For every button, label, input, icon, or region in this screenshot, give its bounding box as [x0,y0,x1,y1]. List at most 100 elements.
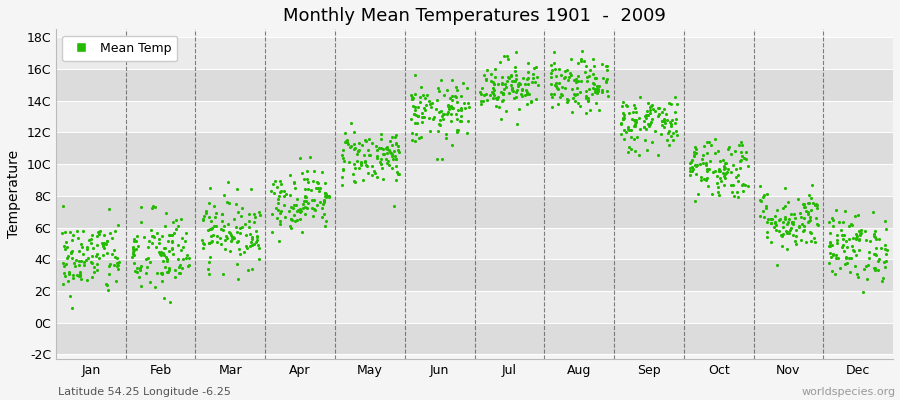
Point [311,188,326,194]
Point [160,268,175,275]
Point [247,211,261,218]
Point [711,148,725,154]
Point [59,244,74,251]
Point [318,223,332,229]
Point [616,115,630,121]
Point [724,151,738,158]
Point [770,222,784,229]
Point [627,148,642,154]
Point [301,179,315,186]
Point [430,155,445,162]
Point [516,74,530,81]
Point [172,264,186,270]
Point [441,104,455,110]
Point [496,91,510,97]
Point [713,167,727,174]
Point [590,86,604,93]
Point [458,105,473,111]
Point [514,91,528,98]
Point [104,230,118,237]
Point [169,226,184,232]
Point [784,225,798,232]
Point [127,247,141,254]
Point [158,264,172,270]
Point [852,235,867,242]
Point [284,216,298,222]
Point [252,209,266,216]
Point [752,197,767,203]
Point [580,74,594,80]
Point [214,218,229,225]
Point [552,66,566,72]
Point [432,117,446,123]
Point [416,114,430,121]
Point [431,88,446,95]
Point [300,176,314,182]
Point [776,219,790,225]
Point [825,250,840,257]
Point [378,145,392,152]
Point [376,150,391,157]
Point [320,193,334,199]
Point [566,95,580,101]
Point [717,170,732,177]
Point [588,75,602,82]
Point [627,118,642,124]
Point [769,226,783,233]
Point [788,226,803,233]
Point [644,103,659,109]
Point [685,157,699,164]
Point [299,194,313,200]
Point [687,149,701,155]
Point [67,260,81,266]
Point [340,139,355,146]
Point [176,256,191,262]
Point [293,155,308,162]
Point [595,61,609,67]
Point [392,170,406,177]
Point [486,90,500,96]
Point [699,168,714,174]
Bar [56,132,893,164]
Point [214,241,229,247]
Point [265,229,279,235]
Point [645,102,660,108]
Point [201,227,215,234]
Point [760,215,775,222]
Point [211,233,225,240]
Point [298,211,312,218]
Point [637,112,652,119]
Point [825,215,840,222]
Point [868,228,882,234]
Point [548,83,562,90]
Point [570,85,584,91]
Point [100,282,114,288]
Point [656,124,670,130]
Point [626,109,640,115]
Point [221,228,236,235]
Point [350,151,365,158]
Point [662,130,676,136]
Point [248,238,263,245]
Point [449,94,464,100]
Point [272,238,286,244]
Point [355,142,369,148]
Point [99,280,113,287]
Point [455,80,470,86]
Point [731,194,745,200]
Point [389,140,403,147]
Point [69,228,84,234]
Point [359,162,374,168]
Point [796,228,811,234]
Point [807,235,822,241]
Point [804,229,818,236]
Point [835,244,850,250]
Point [524,99,538,105]
Point [231,246,246,252]
Point [843,220,858,227]
Point [710,184,724,190]
Point [248,214,263,220]
Point [660,137,674,143]
Point [290,217,304,224]
Point [507,95,521,101]
